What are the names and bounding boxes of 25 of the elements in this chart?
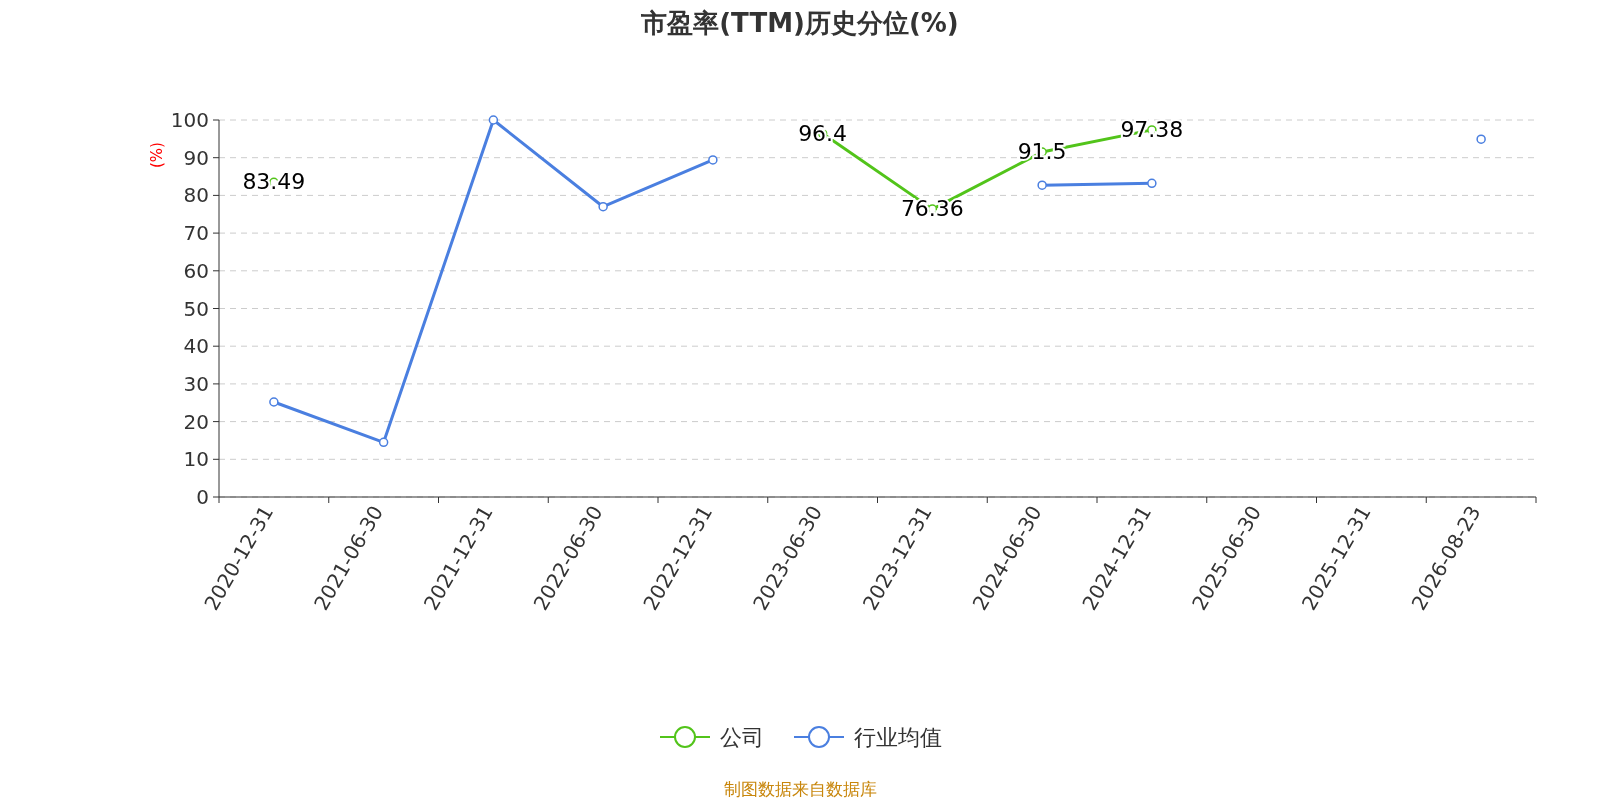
point xyxy=(1037,180,1047,190)
y-axis-title: (%) xyxy=(148,142,166,168)
point xyxy=(1147,178,1157,189)
y-tick-label: 40 xyxy=(183,334,209,359)
y-tick-label: 10 xyxy=(183,447,209,472)
point xyxy=(708,155,718,165)
y-tick-label: 20 xyxy=(183,409,209,434)
chart-title: 市盈率(TTM)历史分位(%) xyxy=(640,8,959,38)
point xyxy=(1476,134,1486,144)
point xyxy=(378,437,389,448)
legend-label: 行业均值 xyxy=(854,725,942,750)
y-tick-label: 60 xyxy=(183,258,209,283)
y-tick-label: 50 xyxy=(183,296,209,321)
y-tick-label: 80 xyxy=(183,183,209,208)
point xyxy=(269,397,279,407)
y-tick-label: 30 xyxy=(183,371,209,396)
point xyxy=(598,201,608,212)
point xyxy=(488,115,499,125)
y-tick-label: 90 xyxy=(183,145,209,170)
text: 制图数据来自数据库 xyxy=(723,779,877,799)
data-label: 83.49 xyxy=(242,169,306,195)
y-tick-label: 70 xyxy=(183,221,209,246)
y-tick-label: 100 xyxy=(170,108,209,132)
y-tick-label: 0 xyxy=(196,485,209,509)
legend-label: 公司 xyxy=(720,725,764,750)
